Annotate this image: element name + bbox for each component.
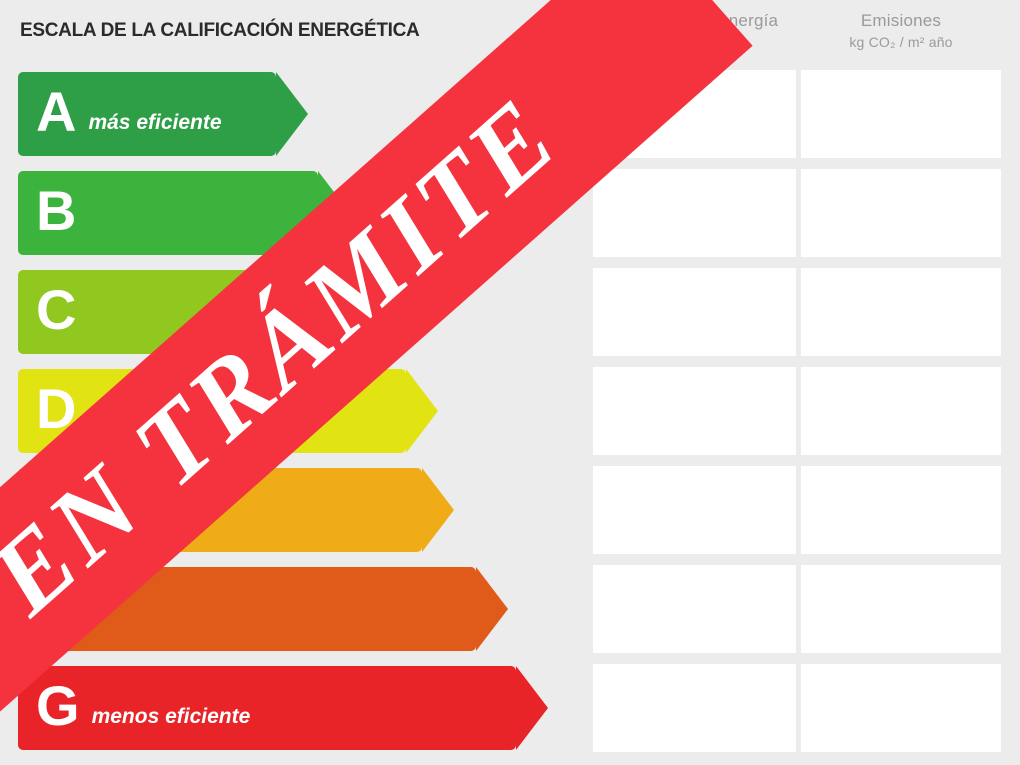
consumo-value-cell xyxy=(593,367,796,455)
rating-band-note: más eficiente xyxy=(88,111,222,134)
rating-band-f: F xyxy=(18,567,508,651)
rating-band-b: B xyxy=(18,171,350,255)
column-header-emisiones: Emisiones kg CO₂ / m² año xyxy=(801,10,1001,52)
page-title: ESCALA DE LA CALIFICACIÓN ENERGÉTICA xyxy=(20,20,420,41)
rating-row: B xyxy=(0,167,1020,259)
emisiones-value-cell xyxy=(801,169,1001,257)
column-header-consumo-units: kW h / m² año xyxy=(652,33,742,50)
rating-row: F xyxy=(0,563,1020,655)
rating-row: E xyxy=(0,464,1020,556)
consumo-value-cell xyxy=(593,169,796,257)
rating-band-letter: A xyxy=(36,80,76,143)
column-header-consumo-title: Consumo de energía xyxy=(615,11,779,30)
column-header-consumo: Consumo de energía kW h / m² año xyxy=(593,10,801,52)
emisiones-value-cell xyxy=(801,367,1001,455)
emisiones-value-cell xyxy=(801,466,1001,554)
column-header-emisiones-title: Emisiones xyxy=(860,11,942,30)
rating-band-e: E xyxy=(18,468,454,552)
emisiones-value-cell xyxy=(801,268,1001,356)
rating-band-letter: B xyxy=(36,179,76,242)
rating-band-c: C xyxy=(18,270,380,354)
rating-band-letter: D xyxy=(36,377,76,440)
emisiones-value-cell xyxy=(801,565,1001,653)
rating-band-letter: E xyxy=(36,476,73,539)
consumo-value-cell xyxy=(593,565,796,653)
consumo-value-cell xyxy=(593,70,796,158)
column-header-emisiones-units: kg CO₂ / m² año xyxy=(849,33,953,50)
emisiones-value-cell xyxy=(801,70,1001,158)
rating-band-letter: F xyxy=(36,575,70,638)
rating-band-note: menos eficiente xyxy=(91,705,251,728)
rating-band-letter: G xyxy=(36,674,80,737)
rating-band-letter: C xyxy=(36,278,76,341)
consumo-value-cell xyxy=(593,268,796,356)
rating-band-d: D xyxy=(18,369,438,453)
consumo-value-cell xyxy=(593,664,796,752)
rating-row: D xyxy=(0,365,1020,457)
emisiones-value-cell xyxy=(801,664,1001,752)
consumo-value-cell xyxy=(593,466,796,554)
rating-row: C xyxy=(0,266,1020,358)
